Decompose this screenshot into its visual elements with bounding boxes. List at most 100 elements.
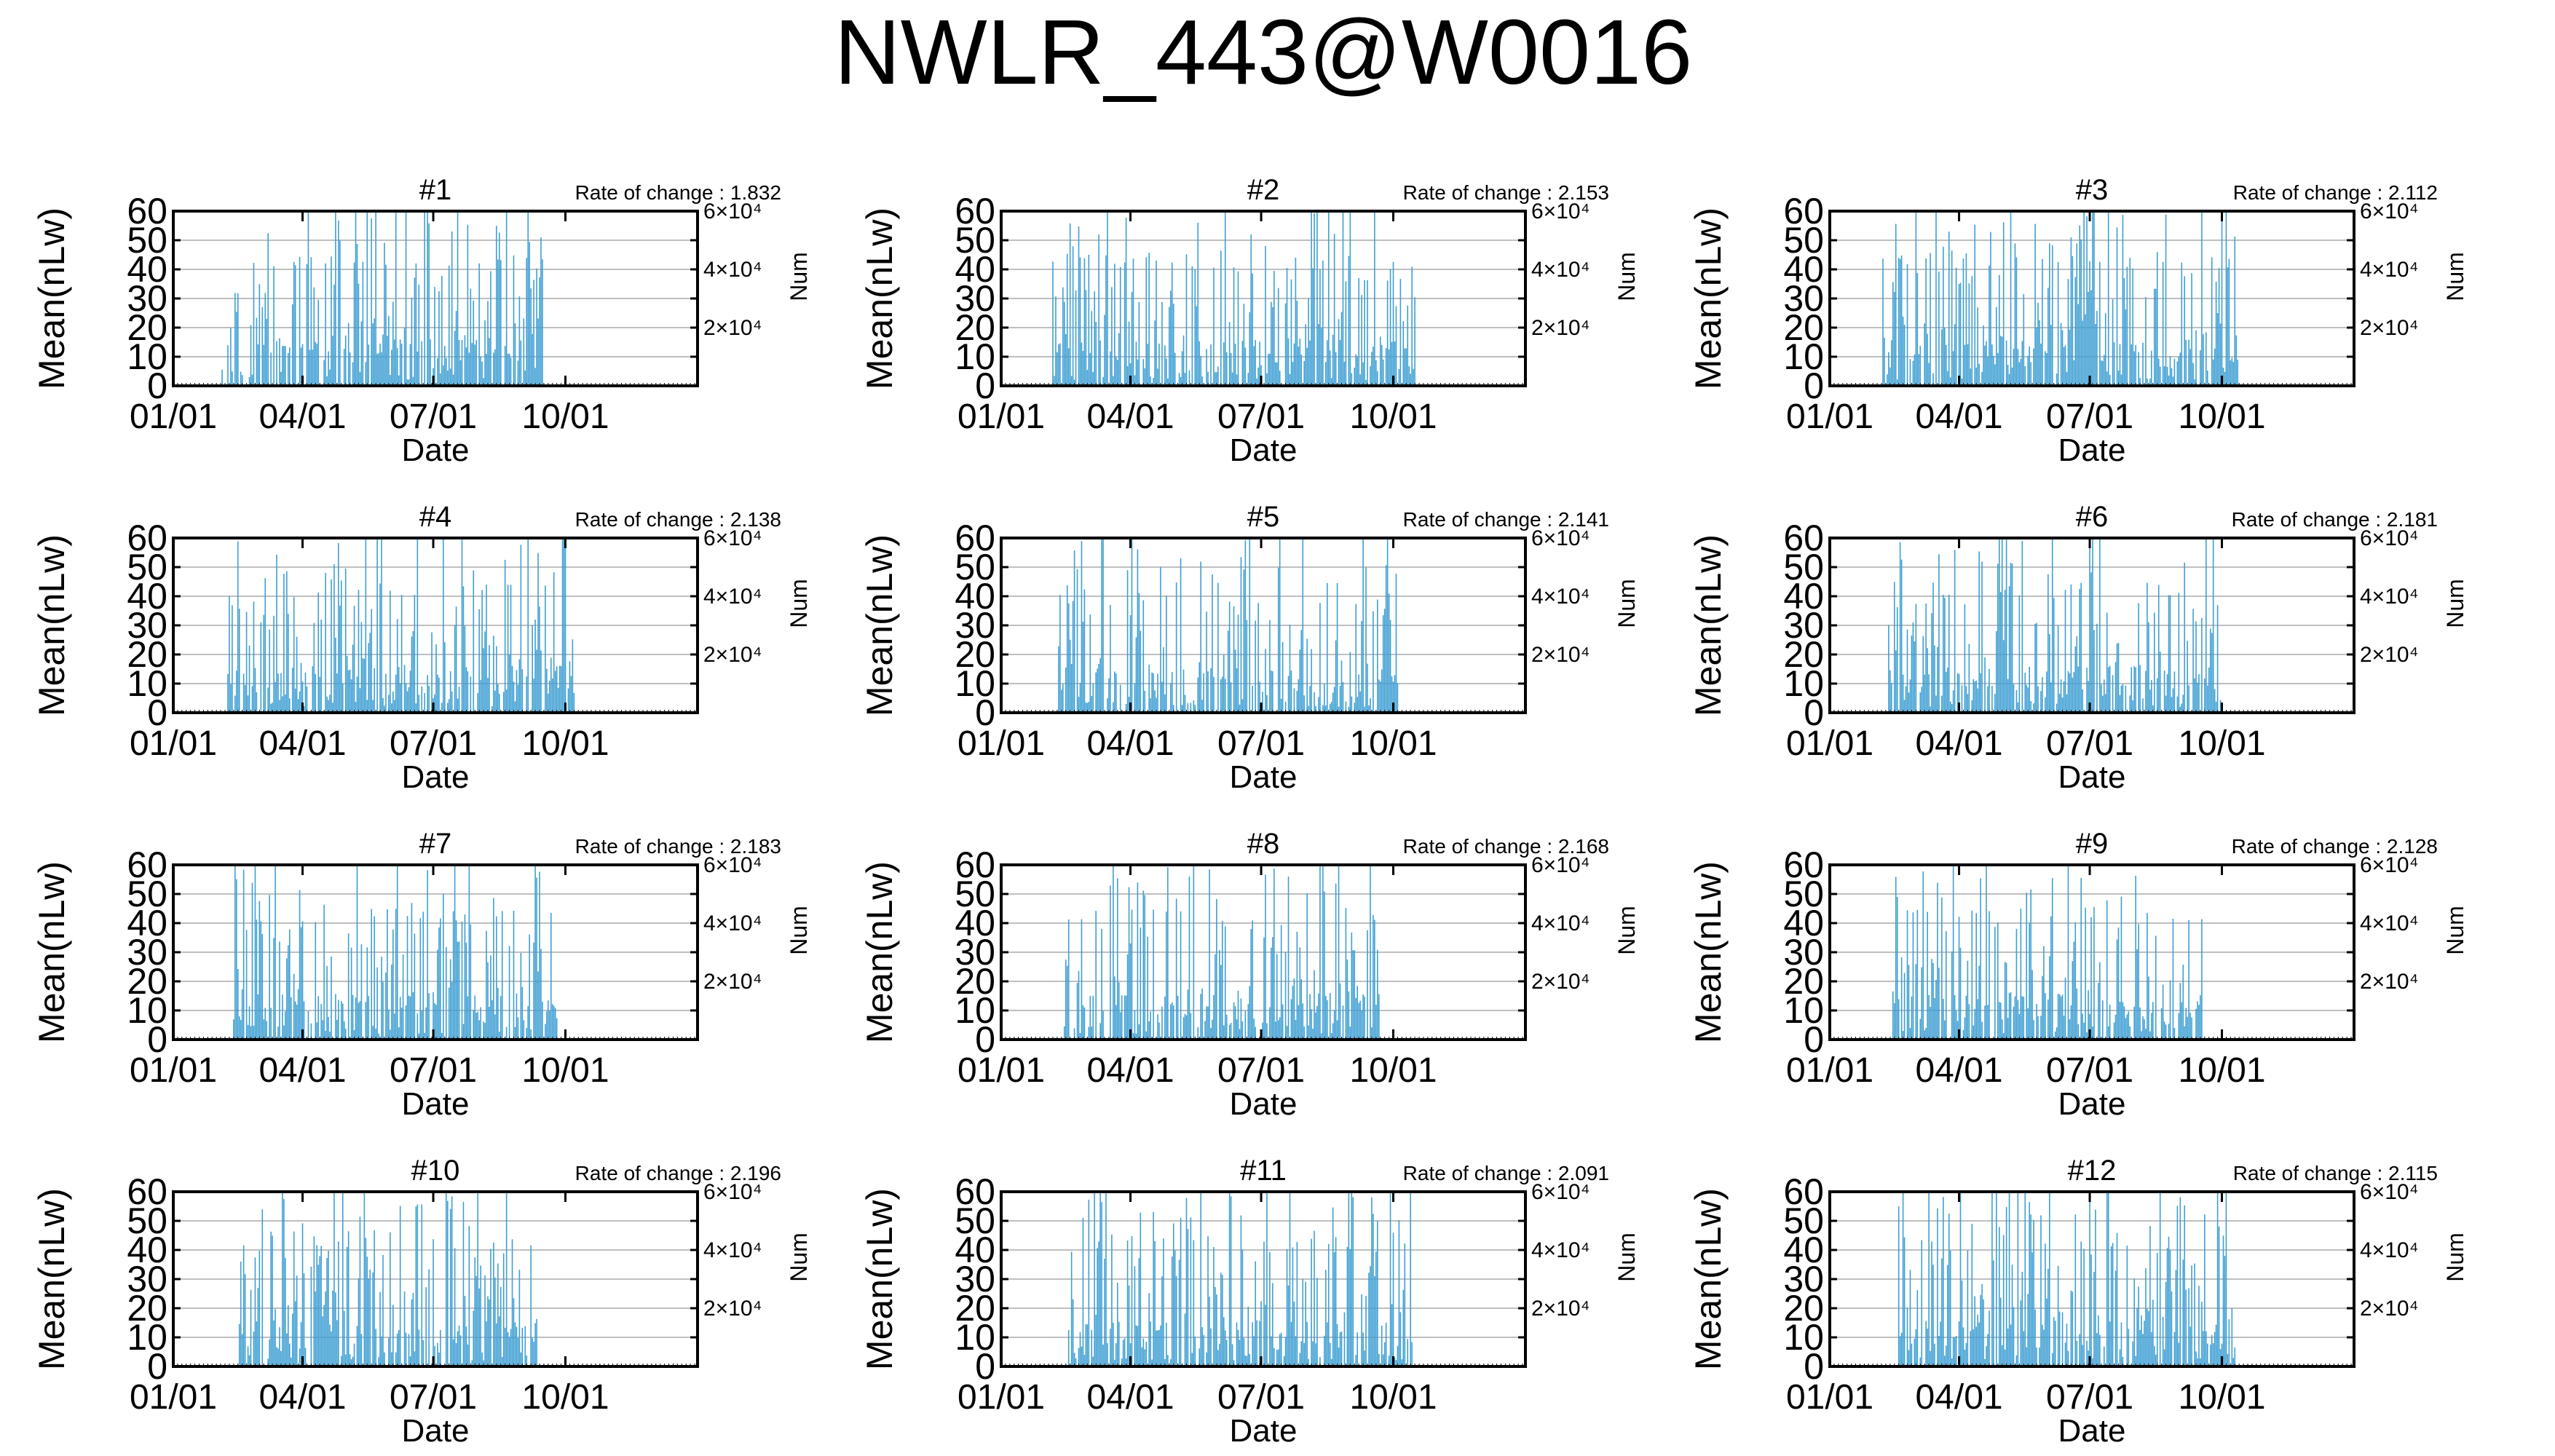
y-tick-label: 20 bbox=[1783, 961, 1824, 1002]
y-tick-label: 40 bbox=[127, 1230, 167, 1270]
x-axis-label: Date bbox=[2058, 1086, 2126, 1122]
subplot-title: #3 bbox=[2076, 174, 2109, 206]
data-series bbox=[1829, 211, 2352, 386]
y-tick-label: 0 bbox=[975, 1346, 995, 1387]
y-tick-label: 10 bbox=[127, 990, 167, 1031]
y2-tick-label: 4×10⁴ bbox=[2360, 911, 2418, 935]
x-tick-label: 04/01 bbox=[1915, 724, 2002, 763]
y-tick-label: 50 bbox=[1783, 874, 1824, 914]
x-tick-label: 01/01 bbox=[957, 724, 1045, 763]
y2-axis-label: Num bbox=[2442, 579, 2468, 628]
data-series bbox=[173, 1192, 695, 1366]
y-tick-label: 10 bbox=[1783, 1317, 1824, 1358]
y-tick-label: 40 bbox=[1783, 1230, 1824, 1270]
x-axis-label: Date bbox=[2058, 1413, 2126, 1449]
x-axis-label: Date bbox=[1230, 1086, 1298, 1122]
x-tick-label: 07/01 bbox=[390, 397, 477, 436]
y-tick-label: 20 bbox=[127, 1288, 167, 1329]
subplot-title: #6 bbox=[2076, 501, 2109, 533]
y-tick-label: 40 bbox=[127, 903, 167, 943]
y-tick-label: 60 bbox=[955, 1171, 995, 1212]
x-tick-label: 10/01 bbox=[521, 397, 609, 436]
y-tick-label: 40 bbox=[955, 249, 995, 290]
y-tick-label: 50 bbox=[127, 220, 167, 261]
y2-tick-label: 2×10⁴ bbox=[2360, 643, 2418, 667]
subplot-title: #2 bbox=[1247, 174, 1280, 206]
y2-axis-label: Num bbox=[786, 1233, 812, 1282]
y2-tick-label: 4×10⁴ bbox=[703, 585, 762, 609]
x-tick-label: 07/01 bbox=[2046, 1051, 2133, 1090]
x-tick-label: 10/01 bbox=[2178, 1378, 2265, 1417]
y2-tick-label: 4×10⁴ bbox=[703, 1238, 762, 1262]
data-series bbox=[173, 211, 695, 386]
y-tick-label: 20 bbox=[1783, 1288, 1824, 1329]
data-series bbox=[1000, 211, 1523, 386]
y2-tick-label: 6×10⁴ bbox=[2360, 853, 2418, 877]
y-tick-label: 10 bbox=[955, 663, 995, 704]
y-tick-label: 40 bbox=[1783, 576, 1824, 617]
y-axis-label: Mean(nLw) bbox=[1688, 207, 1729, 389]
subplot-title: #10 bbox=[411, 1155, 460, 1187]
y-tick-label: 0 bbox=[147, 692, 167, 733]
y2-tick-label: 2×10⁴ bbox=[1531, 316, 1590, 340]
x-tick-label: 01/01 bbox=[130, 1051, 217, 1090]
y-tick-label: 10 bbox=[955, 1317, 995, 1358]
y-tick-label: 10 bbox=[127, 1317, 167, 1358]
y-tick-label: 30 bbox=[1783, 932, 1824, 973]
x-tick-label: 07/01 bbox=[2046, 724, 2133, 763]
rate-of-change-label: Rate of change : 1.832 bbox=[575, 181, 781, 204]
x-tick-label: 01/01 bbox=[957, 1051, 1045, 1090]
y-tick-label: 50 bbox=[955, 874, 995, 914]
y-tick-label: 30 bbox=[955, 278, 995, 319]
subplot-title: #8 bbox=[1247, 828, 1280, 860]
rate-of-change-label: Rate of change : 2.115 bbox=[2233, 1162, 2438, 1184]
x-tick-label: 01/01 bbox=[957, 1378, 1045, 1417]
y2-axis-label: Num bbox=[786, 906, 812, 955]
x-tick-label: 10/01 bbox=[1349, 1378, 1437, 1417]
rate-of-change-label: Rate of change : 2.091 bbox=[1403, 1162, 1609, 1184]
subplot-title: #4 bbox=[419, 501, 452, 533]
y-tick-label: 40 bbox=[127, 576, 167, 617]
data-series bbox=[173, 865, 695, 1040]
rate-of-change-label: Rate of change : 2.168 bbox=[1403, 835, 1609, 858]
x-tick-label: 04/01 bbox=[1086, 1378, 1174, 1417]
y2-tick-label: 4×10⁴ bbox=[1531, 585, 1590, 609]
rate-of-change-label: Rate of change : 2.138 bbox=[575, 508, 781, 531]
y-tick-label: 0 bbox=[975, 1019, 995, 1060]
x-tick-label: 01/01 bbox=[1786, 1378, 1873, 1417]
y-tick-label: 30 bbox=[955, 932, 995, 973]
rate-of-change-label: Rate of change : 2.128 bbox=[2232, 835, 2438, 858]
subplot-title: #9 bbox=[2076, 828, 2109, 860]
y2-tick-label: 2×10⁴ bbox=[1531, 970, 1590, 994]
y-tick-label: 50 bbox=[127, 547, 167, 587]
y-tick-label: 20 bbox=[127, 634, 167, 675]
y2-tick-label: 4×10⁴ bbox=[2360, 1238, 2418, 1262]
y-tick-label: 10 bbox=[1783, 990, 1824, 1031]
rate-of-change-label: Rate of change : 2.181 bbox=[2232, 508, 2438, 531]
y2-tick-label: 4×10⁴ bbox=[703, 258, 762, 282]
x-tick-label: 04/01 bbox=[1086, 1051, 1174, 1090]
y-tick-label: 20 bbox=[1783, 634, 1824, 675]
subplot-title: #7 bbox=[419, 828, 452, 860]
subplot-title: #1 bbox=[419, 174, 452, 206]
x-tick-label: 04/01 bbox=[258, 1378, 346, 1417]
y-axis-label: Mean(nLw) bbox=[31, 1188, 72, 1370]
rate-of-change-label: Rate of change : 2.196 bbox=[575, 1162, 781, 1184]
y-tick-label: 0 bbox=[1804, 692, 1824, 733]
x-axis-label: Date bbox=[402, 1413, 470, 1449]
x-tick-label: 04/01 bbox=[1086, 724, 1174, 763]
data-series bbox=[1829, 1192, 2352, 1366]
x-tick-label: 10/01 bbox=[2178, 397, 2265, 436]
y-tick-label: 0 bbox=[975, 365, 995, 406]
y2-tick-label: 6×10⁴ bbox=[2360, 526, 2418, 550]
y-tick-label: 60 bbox=[955, 518, 995, 558]
